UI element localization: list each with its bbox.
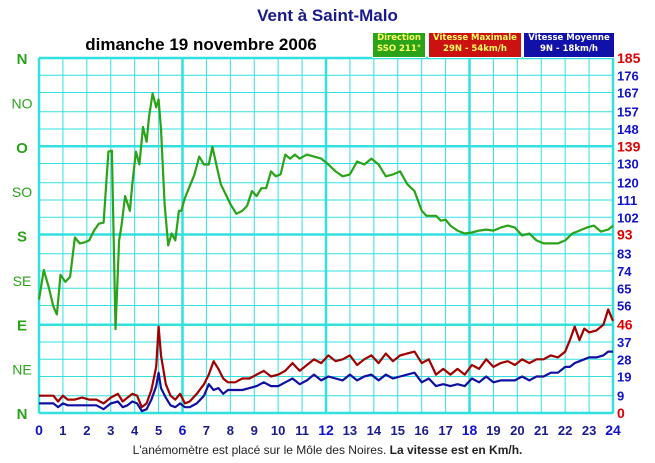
x-tick-label: 14 <box>367 423 382 438</box>
x-tick-label: 23 <box>582 423 596 438</box>
x-tick-label: 3 <box>107 423 114 438</box>
x-tick-label: 1 <box>59 423 66 438</box>
x-tick-label: 22 <box>558 423 572 438</box>
x-tick-label: 11 <box>295 423 309 438</box>
left-tick-label: N <box>17 406 28 423</box>
right-tick-label: 28 <box>617 352 631 367</box>
x-tick-label: 9 <box>251 423 258 438</box>
x-tick-label: 19 <box>486 423 500 438</box>
right-tick-label: 102 <box>617 210 639 225</box>
legend-moy: Vitesse Moyenne 9N - 18km/h <box>523 32 615 58</box>
series-line-direction <box>37 92 614 331</box>
legend-direction-value: SSO 211° <box>376 44 422 54</box>
right-tick-label: 74 <box>617 264 632 279</box>
legend-moy-value: 9N - 18km/h <box>540 44 598 54</box>
x-tick-label: 10 <box>271 423 285 438</box>
legend-moy-title: Vitesse Moyenne <box>528 33 610 43</box>
x-tick-label: 4 <box>131 423 139 438</box>
right-tick-label: 120 <box>617 176 639 191</box>
right-tick-label: 93 <box>617 227 633 243</box>
right-tick-label: 37 <box>617 335 631 350</box>
legend-max: Vitesse Maximale 29N - 54km/h <box>428 32 522 58</box>
right-tick-label: 83 <box>617 247 631 262</box>
right-tick-label: 139 <box>617 138 641 154</box>
x-tick-label: 20 <box>510 423 524 438</box>
right-tick-label: 185 <box>617 50 641 66</box>
x-tick-label: 6 <box>179 422 187 438</box>
right-tick-label: 157 <box>617 105 639 120</box>
right-tick-label: 56 <box>617 299 631 314</box>
legend-max-title: Vitesse Maximale <box>433 33 517 43</box>
right-tick-label: 65 <box>617 281 631 296</box>
chart-title: Vent à Saint-Malo <box>257 6 398 25</box>
x-tick-label: 8 <box>227 423 234 438</box>
left-tick-label: SE <box>13 273 32 289</box>
left-tick-label: NO <box>12 95 33 111</box>
x-tick-label: 12 <box>318 422 334 438</box>
right-tick-label: 176 <box>617 68 639 83</box>
x-tick-label: 7 <box>203 423 210 438</box>
x-tick-label: 2 <box>83 423 90 438</box>
legend-max-value: 29N - 54km/h <box>443 44 507 54</box>
left-tick-label: O <box>16 140 28 157</box>
footer-bold: La vitesse est en Km/h. <box>389 443 523 457</box>
x-tick-label: 13 <box>343 423 357 438</box>
series-layer <box>37 92 615 413</box>
series-line-moy <box>39 350 613 413</box>
x-tick-label: 24 <box>605 422 621 438</box>
x-tick-label: 21 <box>534 423 548 438</box>
footer-note: L'anémomètre est placé sur le Môle des N… <box>0 443 655 457</box>
left-tick-label: SO <box>12 184 32 200</box>
x-tick-label: 18 <box>462 422 478 438</box>
axes: 0919283746566574839310211112013013914815… <box>12 50 641 438</box>
left-tick-label: S <box>17 229 27 246</box>
x-tick-label: 5 <box>155 423 162 438</box>
right-tick-label: 19 <box>617 370 631 385</box>
x-tick-label: 0 <box>35 422 43 438</box>
x-tick-label: 17 <box>438 423 452 438</box>
legend-direction: Direction SSO 211° <box>372 32 426 58</box>
date-label: dimanche 19 novembre 2006 <box>56 33 346 56</box>
left-tick-label: N <box>17 51 28 68</box>
x-tick-label: 15 <box>391 423 405 438</box>
x-tick-label: 16 <box>414 423 428 438</box>
right-tick-label: 46 <box>617 317 633 333</box>
right-tick-label: 167 <box>617 86 639 101</box>
right-tick-label: 130 <box>617 157 639 172</box>
left-tick-label: NE <box>12 362 31 378</box>
legend-direction-title: Direction <box>377 33 421 43</box>
right-tick-label: 9 <box>617 389 624 404</box>
right-tick-label: 148 <box>617 122 639 137</box>
right-tick-label: 111 <box>617 193 637 208</box>
left-tick-label: E <box>17 317 27 334</box>
footer-main: L'anémomètre est placé sur le Môle des N… <box>132 443 387 457</box>
right-tick-label: 0 <box>617 405 625 421</box>
grid <box>37 56 615 415</box>
series-line-max <box>39 308 615 409</box>
